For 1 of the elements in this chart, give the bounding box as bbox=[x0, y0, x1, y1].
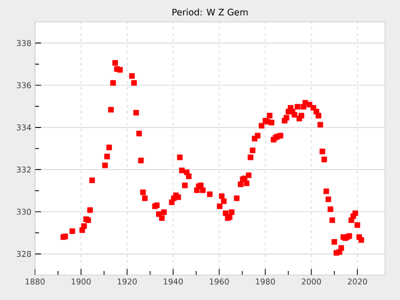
chart-title: Period: W Z Gem bbox=[172, 8, 248, 16]
